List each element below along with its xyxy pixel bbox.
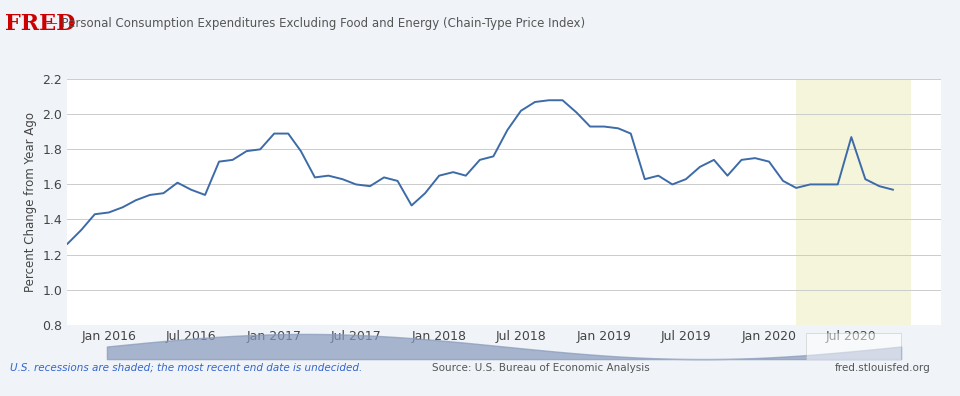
Text: Source: U.S. Bureau of Economic Analysis: Source: U.S. Bureau of Economic Analysis: [432, 363, 650, 373]
Text: U.S. recessions are shaded; the most recent end date is undecided.: U.S. recessions are shaded; the most rec…: [10, 363, 362, 373]
Y-axis label: Percent Change from Year Ago: Percent Change from Year Ago: [24, 112, 36, 292]
Bar: [796, 79, 911, 325]
Bar: [805, 333, 901, 360]
Text: fred.stlouisfed.org: fred.stlouisfed.org: [835, 363, 931, 373]
Text: — Personal Consumption Expenditures Excluding Food and Energy (Chain-Type Price : — Personal Consumption Expenditures Excl…: [46, 17, 586, 30]
Text: FRED: FRED: [5, 13, 75, 35]
